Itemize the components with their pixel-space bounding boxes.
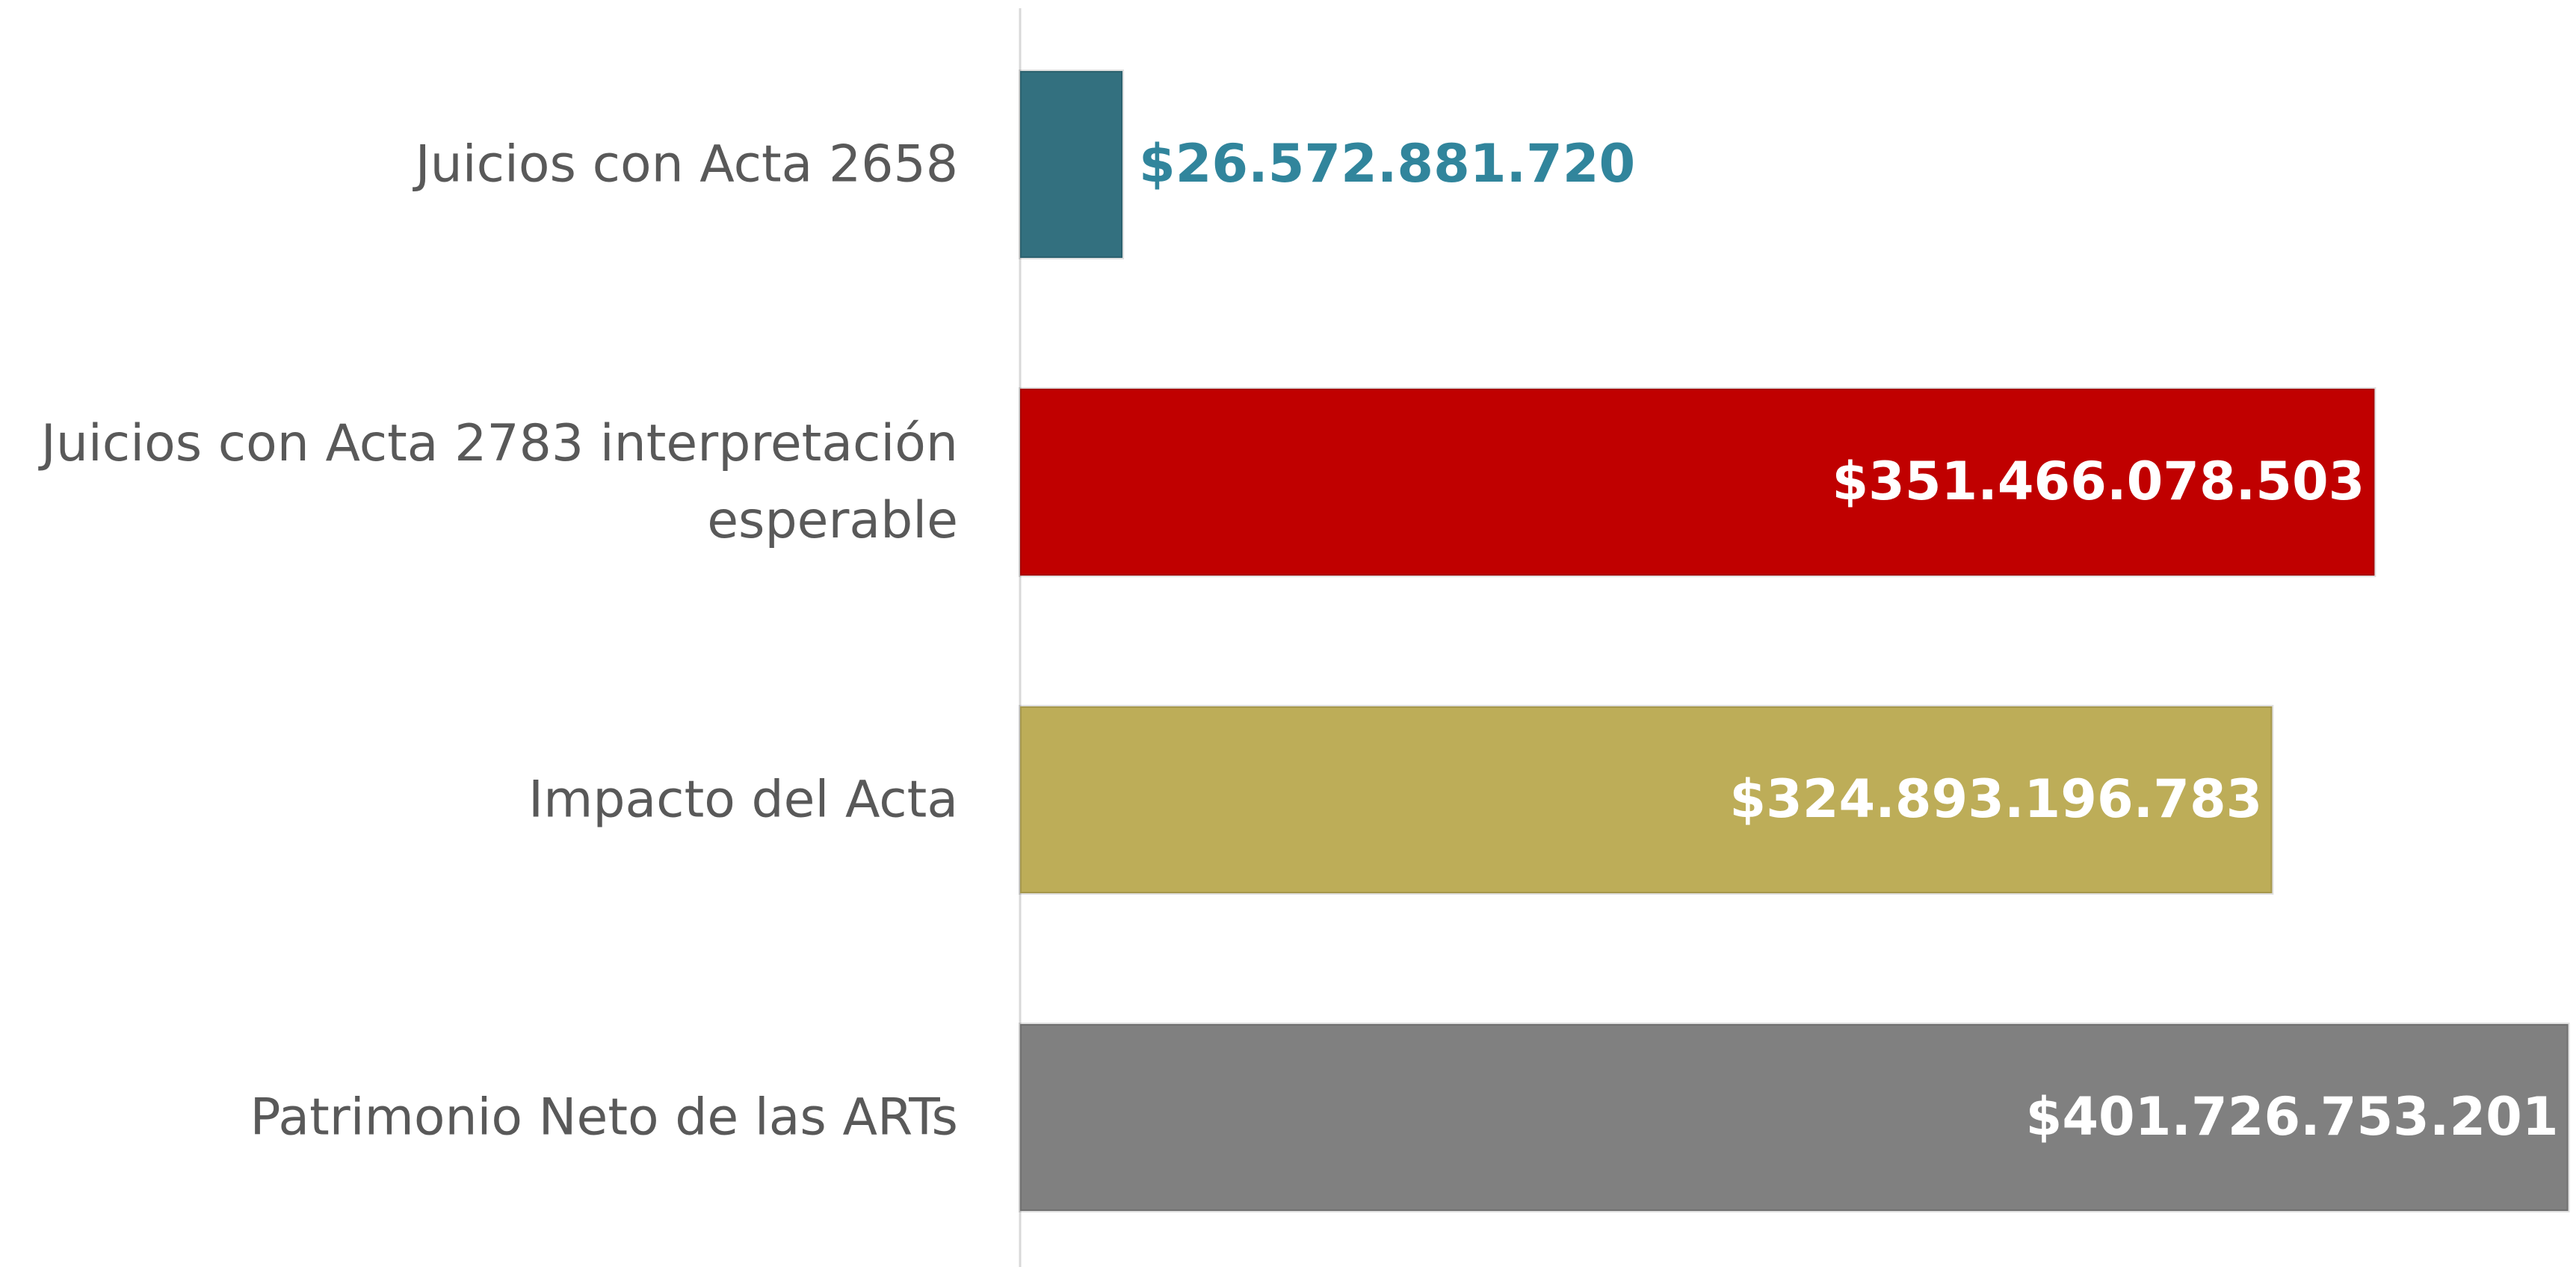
category-label: Juicios con Acta 2658 (415, 135, 958, 194)
value-label: $324.893.196.783 (1729, 768, 2262, 830)
bar (1019, 70, 1125, 259)
bar (1019, 705, 2274, 895)
category-label: Juicios con Acta 2783 interpretación esp… (40, 414, 958, 550)
value-label: $26.572.881.720 (1139, 133, 1635, 194)
bar (1019, 1023, 2570, 1212)
value-label: $401.726.753.201 (2026, 1086, 2559, 1147)
value-label: $351.466.078.503 (1832, 451, 2365, 512)
bar (1019, 387, 2376, 577)
category-label: Patrimonio Neto de las ARTs (250, 1088, 958, 1147)
category-label: Impacto del Acta (528, 770, 958, 830)
